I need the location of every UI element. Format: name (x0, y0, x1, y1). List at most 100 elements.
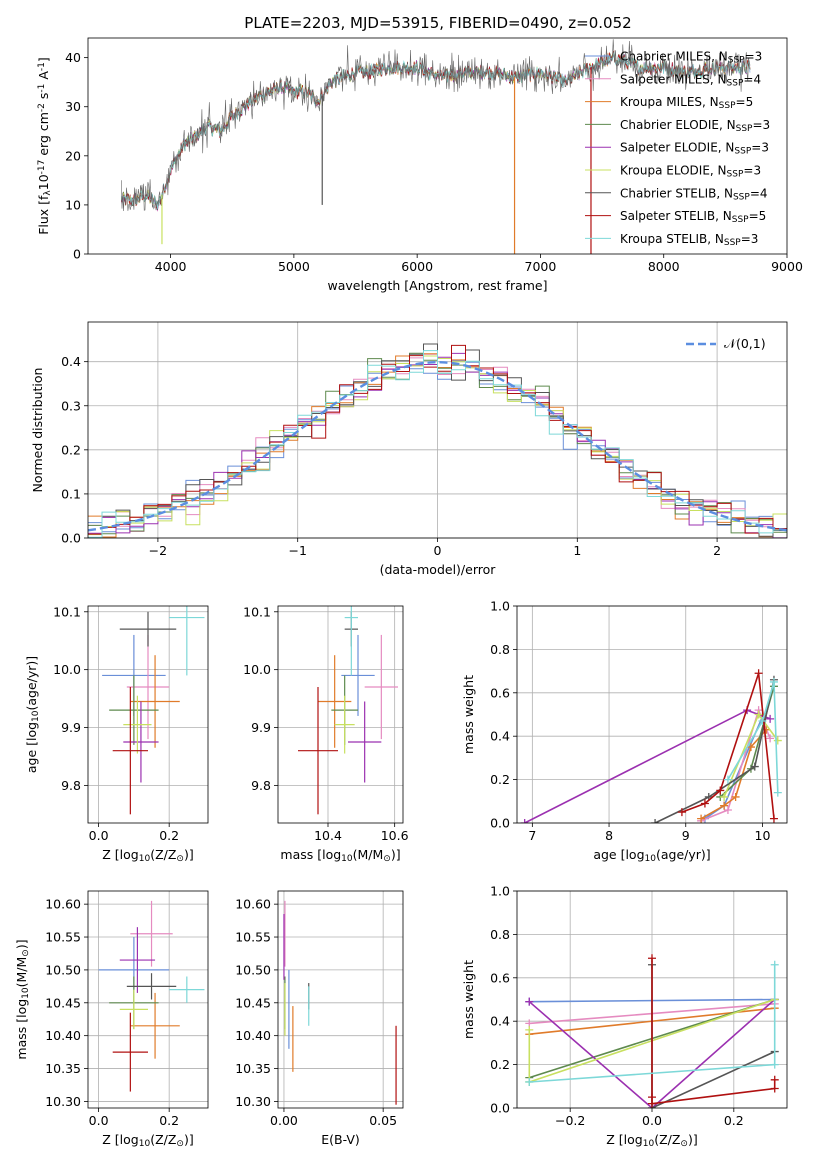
weight_vs_Z-ytick-label: 0.8 (490, 927, 510, 942)
weight_vs_age-ytick-label: 0.0 (490, 816, 510, 831)
spectrum-panel: 4000 5000 6000 7000 8000 9000 0 10 20 30 40 wavelen… (36, 37, 803, 293)
mass_vs_ebv-ytick-label: 10.35 (235, 1061, 271, 1076)
weight_vs_age-xtick-label: 7 (528, 828, 536, 843)
errorbar-point (123, 695, 152, 754)
weight-point-marker (770, 960, 779, 969)
mass_vs_ebv-xtick-label: 0.00 (270, 1113, 298, 1128)
residual_histogram-xtick-label: −1 (288, 543, 306, 558)
weight_vs_age-ytick-label: 0.2 (490, 772, 510, 787)
mass_vs_ebv-panel: 0.00 0.05 10.30 10.35 10.40 10.45 10.50 10.55 10… (235, 890, 404, 1147)
age_vs_mass-frame (277, 605, 404, 824)
errorbar-point (130, 655, 180, 748)
age_vs_mass-grid (278, 606, 403, 823)
errorbar-point (344, 606, 358, 676)
mass_vs_ebv-plot-area (283, 900, 397, 1105)
weight_vs_age-grid (517, 605, 787, 824)
spectrum-ytick-label: 0 (73, 247, 81, 262)
errorbar-point (112, 1012, 148, 1092)
spectrum-xtick-label: 8000 (648, 259, 680, 274)
weight_vs_Z-ytick-label: 0.4 (490, 1014, 510, 1029)
legend-label: Kroupa ELODIE, NSSP=3 (620, 164, 761, 180)
mass_vs_ebv-ytick-label: 10.50 (235, 962, 271, 977)
mass_vs_Z-ytick-label: 10.40 (45, 1028, 81, 1043)
weight-point-marker (773, 788, 782, 797)
mass_vs_ebv-ytick-label: 10.30 (235, 1094, 271, 1109)
weight_vs_Z-xtick-label: −0.2 (555, 1113, 585, 1128)
weight_vs_age-xtick-label: 8 (605, 828, 613, 843)
weight-point-marker (723, 775, 732, 784)
errorbar-point (130, 992, 180, 1059)
residual_histogram-ytick-label: 0.4 (61, 354, 81, 369)
mass_vs_ebv-xlabel: E(B-V) (321, 1132, 360, 1147)
weight-point-marker (525, 997, 534, 1006)
spectrum-xtick-label: 4000 (155, 259, 187, 274)
errorbar-point (119, 989, 148, 1030)
weight_vs_Z-ytick-label: 0.0 (490, 1101, 510, 1116)
legend-label: Chabrier ELODIE, NSSP=3 (620, 118, 770, 134)
spectrum-data-line (121, 39, 751, 212)
age_vs_mass-plot-area (298, 606, 398, 815)
weight_vs_age-plot-area (520, 669, 782, 823)
age_vs_mass-ytick-label: 10.1 (243, 604, 271, 619)
weight-point-marker (750, 762, 759, 771)
weight_vs_age-ylabel: mass weight (461, 675, 476, 754)
weight-series-line (528, 998, 776, 1108)
age_vs_mass-ytick-label: 9.8 (251, 778, 271, 793)
weight_vs_age-xtick-label: 9 (682, 828, 690, 843)
age_vs_mass-xlabel: mass [log10(M/M⊙)] (280, 847, 400, 864)
weight-point-marker (758, 717, 767, 726)
legend-label: Kroupa MILES, NSSP=5 (620, 95, 753, 111)
weight_vs_Z-ytick-label: 0.6 (490, 970, 510, 985)
weight-series-line (651, 958, 776, 1105)
age_vs_Z-panel: 0.0 0.2 9.8 9.9 10.0 10.1 Z [log10(Z/Z⊙)] age [… (24, 604, 209, 864)
weight-point-marker (731, 792, 740, 801)
figure-title: PLATE=2203, MJD=53915, FIBERID=0490, z=0… (244, 14, 631, 32)
weight_vs_Z-ylabel: mass weight (461, 960, 476, 1039)
residual_histogram-ytick-label: 0.3 (61, 398, 81, 413)
errorbar-point (112, 687, 148, 815)
weight_vs_age-ytick-label: 1.0 (490, 599, 510, 614)
errorbar-point (123, 701, 159, 783)
legend-label: Salpeter STELIB, NSSP=5 (620, 209, 766, 225)
mass_vs_ebv-ytick-label: 10.40 (235, 1028, 271, 1043)
mass_vs_Z-ylabel: mass [log10(M/M⊙)] (14, 939, 31, 1059)
weight-point-marker (651, 819, 660, 823)
weight-point-marker (770, 1060, 779, 1069)
errorbar-point (169, 976, 205, 1003)
spectrum-xtick-label: 5000 (278, 259, 310, 274)
weight_vs_Z-ytick-label: 1.0 (490, 884, 510, 899)
weight_vs_age-xtick-label: 10 (755, 828, 771, 843)
weight-point-marker (677, 808, 686, 817)
weight-point-marker (769, 677, 778, 686)
age_vs_Z-ytick-label: 9.8 (61, 778, 81, 793)
weight-point-marker (525, 1025, 534, 1034)
mass_vs_Z-plot-area (98, 900, 205, 1092)
residual_histogram-ytick-label: 0.1 (61, 486, 81, 501)
weight-point-marker (723, 805, 732, 814)
legend-label: Chabrier MILES, NSSP=3 (620, 50, 762, 66)
errorbar-point (126, 973, 177, 1000)
age_vs_mass-xtick-label: 10.4 (314, 828, 342, 843)
age_vs_Z-grid (88, 606, 208, 823)
mass_vs_Z-ytick-label: 10.55 (45, 930, 81, 945)
mass_vs_Z-xlabel: Z [log10(Z/Z⊙)] (102, 1132, 193, 1149)
weight-point-marker (770, 1084, 779, 1093)
errorbar-point (119, 611, 177, 647)
mass_vs_ebv-ytick-label: 10.60 (235, 897, 271, 912)
weight_vs_age-ytick-label: 0.8 (490, 642, 510, 657)
residual_histogram-plot-area (88, 343, 787, 538)
residual_histogram-xlabel: (data-model)/error (380, 562, 497, 577)
legend-label: Salpeter MILES, NSSP=4 (620, 72, 761, 88)
spectrum-legend: Chabrier MILES, NSSP=3 Salpeter MILES, NS… (585, 50, 770, 248)
spectrum-xtick-label: 7000 (525, 259, 557, 274)
mass_vs_Z-frame (87, 890, 209, 1109)
mass_vs_ebv-ytick-label: 10.45 (235, 995, 271, 1010)
mass_vs_Z-ytick-label: 10.45 (45, 995, 81, 1010)
errorbar-point (119, 927, 156, 993)
residual_histogram-xtick-label: −2 (149, 543, 167, 558)
mass_vs_Z-ytick-label: 10.35 (45, 1061, 81, 1076)
age_vs_Z-ylabel: age [log10(age/yr)] (24, 656, 41, 773)
legend-label: Kroupa STELIB, NSSP=3 (620, 232, 758, 248)
mass_vs_ebv-xtick-label: 0.05 (369, 1113, 397, 1128)
